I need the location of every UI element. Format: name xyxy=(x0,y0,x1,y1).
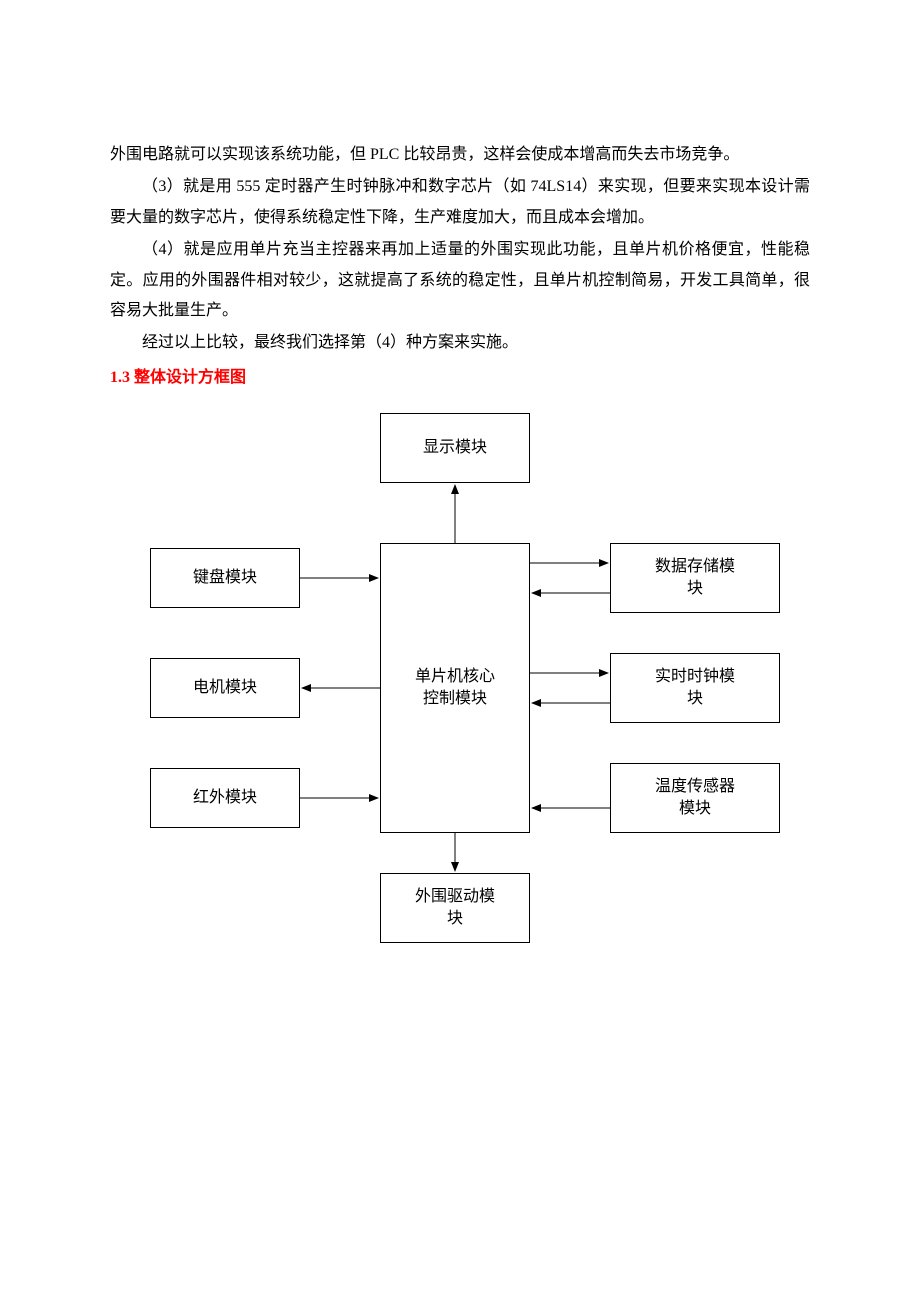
node-driver: 外围驱动模块 xyxy=(380,873,530,943)
block-diagram: 显示模块 单片机核心控制模块 键盘模块 电机模块 红外模块 数据存储模块 实时时… xyxy=(110,413,810,943)
paragraph-3: （4）就是应用单片充当主控器来再加上适量的外围实现此功能，且单片机价格便宜，性能… xyxy=(110,235,810,326)
node-motor: 电机模块 xyxy=(150,658,300,718)
node-infrared: 红外模块 xyxy=(150,768,300,828)
section-heading: 1.3 整体设计方框图 xyxy=(110,363,810,393)
paragraph-1: 外围电路就可以实现该系统功能，但 PLC 比较昂贵，这样会使成本增高而失去市场竞… xyxy=(110,140,810,170)
node-storage: 数据存储模块 xyxy=(610,543,780,613)
node-temperature: 温度传感器模块 xyxy=(610,763,780,833)
paragraph-4: 经过以上比较，最终我们选择第（4）种方案来实施。 xyxy=(110,328,810,358)
node-rtc: 实时时钟模块 xyxy=(610,653,780,723)
node-keyboard: 键盘模块 xyxy=(150,548,300,608)
paragraph-2: （3）就是用 555 定时器产生时钟脉冲和数字芯片（如 74LS14）来实现，但… xyxy=(110,172,810,233)
node-display: 显示模块 xyxy=(380,413,530,483)
node-mcu-core: 单片机核心控制模块 xyxy=(380,543,530,833)
